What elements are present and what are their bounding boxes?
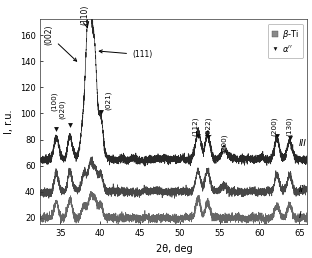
Text: (110): (110)	[80, 4, 90, 25]
Text: II: II	[299, 185, 305, 194]
X-axis label: 2θ, deg: 2θ, deg	[155, 244, 192, 254]
Text: III: III	[299, 139, 307, 148]
Text: (021): (021)	[105, 90, 111, 110]
Text: (200): (200)	[271, 116, 278, 136]
Text: (002): (002)	[44, 25, 77, 61]
Text: (100): (100)	[51, 91, 57, 111]
Legend: $\beta$-Ti, $\alpha^{\prime\prime}$: $\beta$-Ti, $\alpha^{\prime\prime}$	[268, 24, 303, 59]
Text: (112): (112)	[192, 116, 198, 136]
Text: (130): (130)	[286, 116, 292, 136]
Text: (111): (111)	[99, 50, 152, 59]
Text: (200): (200)	[221, 133, 228, 153]
Text: (022): (022)	[205, 116, 212, 136]
Text: (020): (020)	[59, 99, 65, 119]
Y-axis label: I, r.u.: I, r.u.	[4, 110, 14, 134]
Text: I: I	[299, 211, 302, 220]
